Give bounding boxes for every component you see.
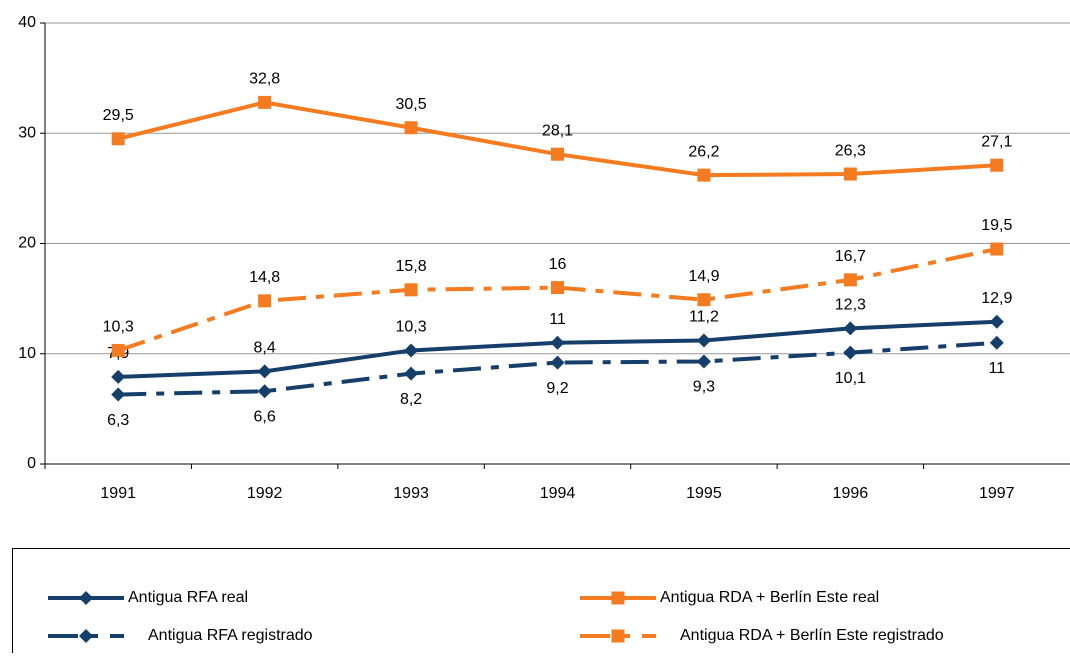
y-tick-label: 10 bbox=[18, 345, 36, 362]
legend-label: Antigua RDA + Berlín Este registrado bbox=[680, 627, 944, 644]
data-label: 15,8 bbox=[396, 258, 427, 275]
data-label: 14,8 bbox=[249, 269, 280, 286]
x-tick-label: 1991 bbox=[100, 485, 136, 502]
data-point bbox=[990, 243, 1003, 256]
data-label: 10,3 bbox=[396, 319, 427, 336]
data-label: 12,3 bbox=[835, 297, 866, 314]
data-point bbox=[551, 148, 564, 161]
data-point bbox=[404, 343, 418, 357]
legend-marker bbox=[612, 592, 625, 605]
data-label: 30,5 bbox=[396, 96, 427, 113]
data-point bbox=[551, 281, 564, 294]
data-point bbox=[258, 384, 272, 398]
data-point bbox=[990, 315, 1004, 329]
data-label: 12,9 bbox=[981, 290, 1012, 307]
y-tick-label: 0 bbox=[27, 455, 36, 472]
data-point bbox=[844, 168, 857, 181]
data-point bbox=[844, 273, 857, 286]
data-point bbox=[990, 159, 1003, 172]
data-label: 11,2 bbox=[689, 309, 719, 326]
data-label: 14,9 bbox=[688, 268, 719, 285]
data-label: 26,2 bbox=[688, 143, 719, 160]
x-tick-label: 1997 bbox=[979, 485, 1015, 502]
data-label: 16,7 bbox=[835, 248, 866, 265]
data-label: 10,1 bbox=[835, 370, 866, 387]
data-point bbox=[405, 283, 418, 296]
x-tick-label: 1995 bbox=[686, 485, 722, 502]
data-point bbox=[697, 334, 711, 348]
data-label: 32,8 bbox=[249, 71, 280, 88]
legend-item: Antigua RFA real bbox=[48, 589, 248, 606]
data-label: 8,4 bbox=[254, 340, 276, 357]
legend-marker bbox=[79, 629, 93, 643]
legend-label: Antigua RFA real bbox=[128, 589, 248, 606]
data-point bbox=[697, 354, 711, 368]
data-label: 29,5 bbox=[103, 107, 134, 124]
data-label: 28,1 bbox=[542, 122, 573, 139]
data-point bbox=[258, 294, 271, 307]
x-tick-label: 1992 bbox=[247, 485, 283, 502]
data-point bbox=[697, 293, 710, 306]
y-tick-label: 40 bbox=[18, 14, 36, 31]
legend-item: Antigua RDA + Berlín Este registrado bbox=[580, 627, 944, 644]
data-point bbox=[990, 336, 1004, 350]
data-label: 6,6 bbox=[254, 408, 276, 425]
data-label: 11 bbox=[549, 311, 566, 328]
data-point bbox=[112, 344, 125, 357]
legend-item: Antigua RDA + Berlín Este real bbox=[580, 589, 879, 606]
data-label: 26,3 bbox=[835, 142, 866, 159]
data-point bbox=[258, 96, 271, 109]
legend-label: Antigua RDA + Berlín Este real bbox=[660, 589, 879, 606]
legend-marker bbox=[79, 591, 93, 605]
data-point bbox=[111, 388, 125, 402]
data-point bbox=[697, 169, 710, 182]
data-label: 10,3 bbox=[103, 319, 134, 336]
data-label: 11 bbox=[988, 360, 1005, 377]
data-label: 8,2 bbox=[400, 391, 422, 408]
data-point bbox=[843, 346, 857, 360]
data-label: 16 bbox=[549, 256, 567, 273]
y-tick-label: 20 bbox=[18, 235, 36, 252]
data-label: 9,2 bbox=[546, 380, 568, 397]
data-point bbox=[843, 321, 857, 335]
data-point bbox=[112, 132, 125, 145]
legend-label: Antigua RFA registrado bbox=[148, 627, 313, 644]
data-point bbox=[258, 364, 272, 378]
data-point bbox=[551, 356, 565, 370]
x-tick-label: 1996 bbox=[833, 485, 869, 502]
data-label: 19,5 bbox=[981, 217, 1012, 234]
legend-marker bbox=[612, 630, 625, 643]
data-label: 27,1 bbox=[981, 133, 1012, 150]
data-label: 9,3 bbox=[693, 379, 715, 396]
data-point bbox=[405, 121, 418, 134]
legend-item: Antigua RFA registrado bbox=[48, 627, 313, 644]
data-label: 6,3 bbox=[107, 412, 129, 429]
data-point bbox=[404, 367, 418, 381]
data-point bbox=[111, 370, 125, 384]
y-tick-label: 30 bbox=[18, 124, 36, 141]
x-tick-label: 1994 bbox=[540, 485, 576, 502]
x-tick-label: 1993 bbox=[393, 485, 429, 502]
data-point bbox=[551, 336, 565, 350]
